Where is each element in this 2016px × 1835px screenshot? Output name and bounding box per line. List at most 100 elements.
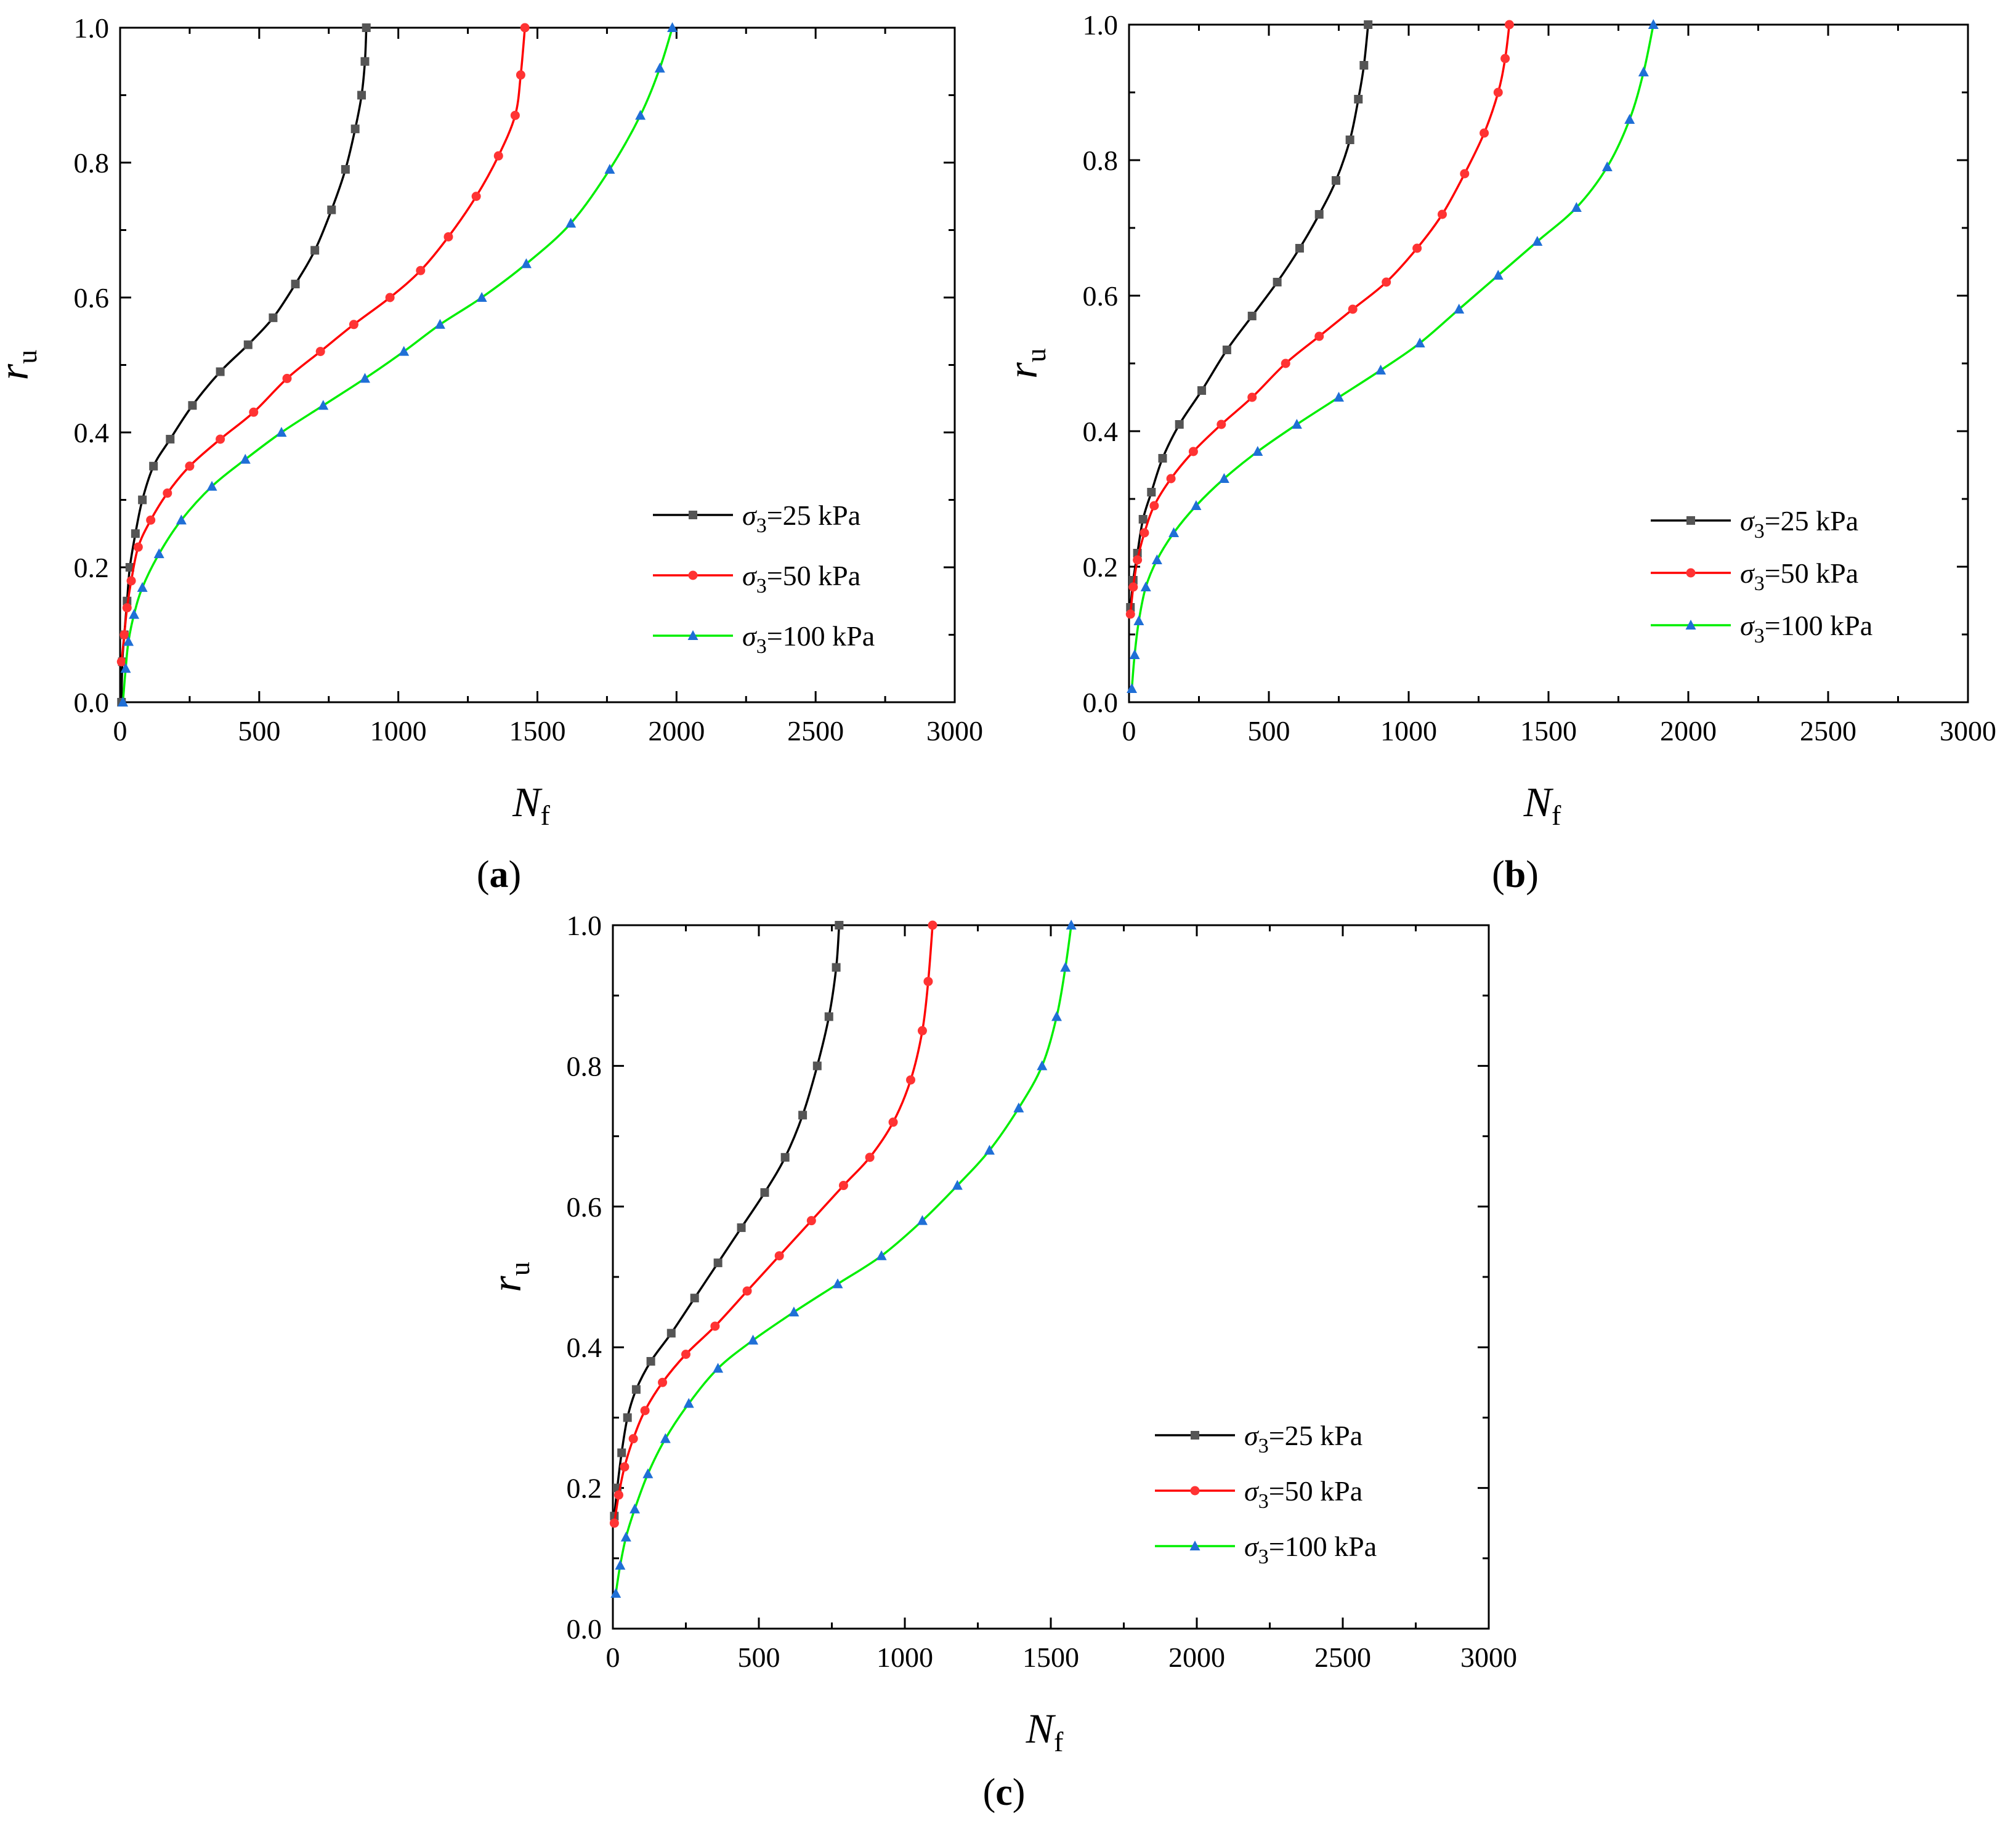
data-point	[243, 340, 253, 349]
data-point	[635, 110, 646, 120]
data-point	[163, 488, 172, 498]
series-line	[1130, 24, 1654, 689]
data-point	[1247, 392, 1257, 402]
data-point	[1129, 649, 1140, 659]
data-point	[788, 1306, 800, 1317]
y-tick-label: 1.0	[74, 12, 110, 44]
data-point	[812, 1061, 822, 1071]
series-line	[615, 925, 1072, 1594]
chart-panel-a: 0 500 1000 1500 2000 2500 3000 0.0 0.2 0.4 0.6 0.8 1…	[0, 12, 983, 896]
chart-panel-b: 0 500 1000 1500 2000 2500 3000 0.0 0.2 0.4 0.6 0.8 1…	[999, 9, 1996, 896]
data-point	[1492, 270, 1504, 280]
legend-item: σ3=100 kPa	[1155, 1531, 1377, 1568]
data-point	[1500, 54, 1510, 63]
y-tick-label: 0.2	[567, 1473, 602, 1504]
data-point	[923, 976, 933, 986]
y-tick-label: 0.2	[74, 552, 110, 583]
data-point	[1037, 1060, 1048, 1071]
data-point	[631, 1385, 641, 1394]
data-point	[357, 91, 366, 100]
data-point	[1454, 304, 1465, 314]
data-point	[1354, 95, 1363, 103]
series-2	[1125, 20, 1514, 619]
data-point	[1166, 474, 1176, 484]
plot-frame	[612, 924, 1490, 1630]
data-point	[282, 373, 292, 383]
data-point	[642, 1468, 654, 1478]
data-point	[1151, 554, 1162, 564]
data-point	[1133, 615, 1144, 625]
data-point	[1295, 244, 1304, 253]
data-point	[1348, 304, 1358, 314]
y-axis-title: ru	[999, 348, 1051, 378]
data-point	[690, 1294, 699, 1303]
y-tick-label: 0.2	[1083, 551, 1119, 583]
data-point	[617, 1448, 626, 1457]
series-3	[118, 22, 678, 707]
series-1	[610, 921, 844, 1521]
data-point	[1140, 581, 1151, 591]
data-point	[760, 1188, 769, 1197]
data-point	[399, 346, 410, 356]
data-point	[876, 1250, 887, 1260]
data-point	[806, 1216, 816, 1226]
data-point	[138, 495, 147, 504]
data-point	[646, 1357, 655, 1366]
data-point	[1216, 419, 1226, 429]
data-point	[443, 232, 453, 241]
legend-item: σ3=25 kPa	[1651, 505, 1858, 543]
data-point	[1247, 312, 1257, 320]
data-point	[1222, 346, 1231, 354]
data-point	[131, 529, 140, 538]
data-point	[434, 318, 445, 329]
legend-item: σ3=50 kPa	[1155, 1475, 1362, 1513]
series-2	[609, 920, 937, 1528]
data-point	[1066, 920, 1077, 930]
y-tick-label: 0.8	[74, 147, 110, 179]
data-point	[1125, 609, 1135, 619]
series-line	[120, 27, 368, 703]
data-point	[748, 1334, 759, 1345]
data-point	[1532, 236, 1543, 246]
data-point	[149, 461, 158, 471]
data-point	[824, 1012, 833, 1021]
data-point	[327, 205, 336, 214]
data-point	[1140, 528, 1149, 538]
y-tick-label: 0.6	[567, 1191, 602, 1223]
data-point	[1252, 446, 1263, 456]
y-tick-label: 0.6	[74, 282, 110, 314]
data-point	[520, 23, 530, 33]
legend-marker	[689, 511, 697, 519]
data-point	[1414, 338, 1425, 347]
data-point	[1128, 582, 1138, 592]
data-point	[1218, 473, 1229, 483]
legend-marker	[1686, 516, 1695, 525]
data-point	[615, 1560, 626, 1570]
data-point	[1197, 386, 1207, 395]
data-point	[520, 258, 532, 269]
legend-label: σ3=25 kPa	[742, 500, 860, 537]
x-tick-label: 1000	[876, 1642, 933, 1673]
data-point	[1375, 365, 1387, 375]
data-point	[471, 192, 481, 201]
x-tick-label: 1500	[1520, 715, 1577, 747]
series-1	[117, 23, 371, 707]
data-point	[1138, 515, 1148, 524]
series-2	[116, 23, 530, 666]
data-point	[1638, 67, 1649, 76]
x-tick-label: 1500	[509, 715, 566, 747]
legend-label: σ3=50 kPa	[742, 560, 860, 597]
data-point	[1147, 488, 1156, 496]
x-tick-label: 500	[1248, 715, 1290, 747]
data-point	[359, 373, 370, 383]
data-point	[166, 434, 175, 444]
legend-item: σ3=25 kPa	[1155, 1420, 1362, 1457]
y-tick-label: 1.0	[567, 910, 602, 941]
data-point	[620, 1531, 631, 1542]
data-point	[623, 1413, 632, 1422]
series-3	[1127, 19, 1659, 693]
panel-label: (b)	[1492, 854, 1539, 896]
data-point	[216, 434, 225, 444]
data-point	[683, 1398, 694, 1408]
data-point	[905, 1075, 915, 1085]
